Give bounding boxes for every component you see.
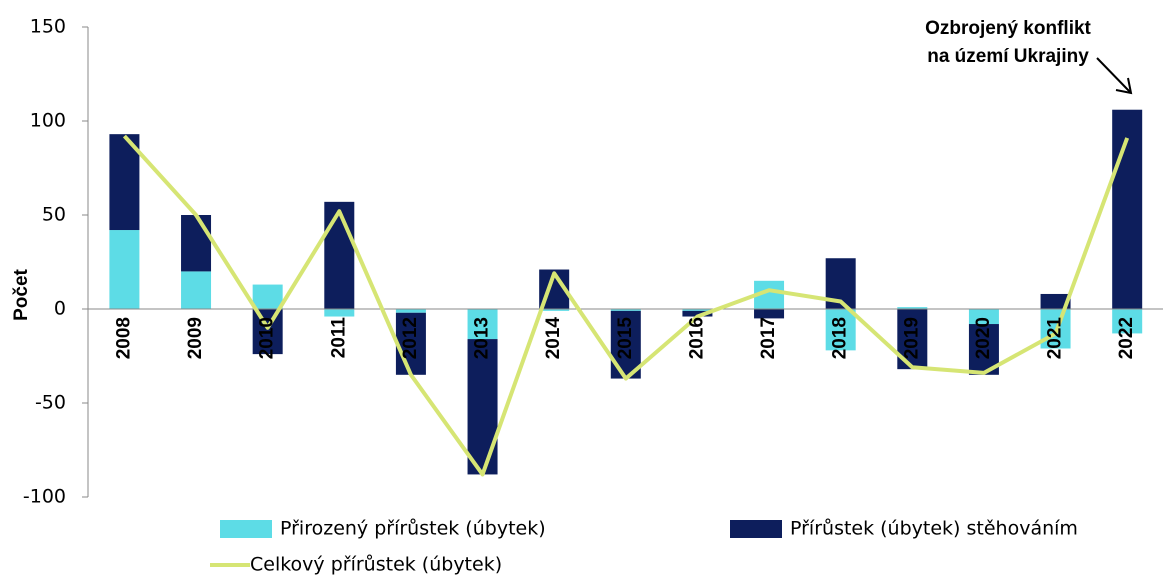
legend-label: Přírůstek (úbytek) stěhováním (790, 518, 1078, 540)
bar (467, 309, 498, 340)
bar (754, 309, 785, 319)
line (122, 134, 1130, 477)
bar (682, 310, 713, 317)
bar (395, 309, 426, 313)
bar (825, 309, 856, 351)
bar (395, 312, 426, 375)
x-tick-label: 2011 (328, 317, 349, 359)
bar (610, 309, 641, 311)
bar (181, 271, 212, 309)
legend-label: Celkový přírůstek (úbytek) (250, 554, 502, 576)
bar (682, 309, 713, 311)
annotation: na území Ukrajiny (927, 46, 1089, 67)
y-tick-label: -50 (35, 392, 66, 414)
annotation-arrow (1096, 57, 1133, 95)
x-tick-label: 2015 (615, 317, 636, 360)
bar (324, 201, 355, 309)
y-axis-title: Počet (11, 268, 32, 320)
legend-swatch (220, 520, 272, 538)
x-tick-label: 2012 (400, 317, 421, 359)
x-tick-label: 2022 (1116, 317, 1137, 359)
bar (1040, 293, 1071, 309)
x-tick-label: 2010 (257, 317, 278, 359)
y-tick-label: 50 (42, 204, 66, 226)
bar (252, 309, 283, 355)
x-tick-label: 2008 (113, 317, 134, 359)
x-tick-label: 2013 (472, 317, 493, 359)
legend-label: Přirozený přírůstek (úbytek) (280, 518, 546, 540)
x-tick-label: 2018 (830, 317, 851, 359)
y-tick-label: 0 (54, 298, 66, 320)
bar (181, 215, 212, 272)
bar (539, 309, 570, 311)
y-tick-label: -100 (23, 486, 66, 508)
bar (252, 284, 283, 309)
x-tick-label: 2014 (543, 317, 564, 360)
bar (1112, 309, 1143, 334)
y-tick-label: 100 (30, 110, 66, 132)
x-tick-label: 2009 (185, 317, 206, 359)
bar (109, 134, 140, 231)
bar (968, 309, 999, 325)
x-tick-label: 2019 (901, 317, 922, 359)
bar (109, 230, 140, 309)
bar (324, 309, 355, 317)
x-tick-label: 2021 (1045, 317, 1066, 360)
x-tick-label: 2017 (758, 317, 779, 359)
legend-swatch (730, 520, 782, 538)
x-tick-label: 2020 (973, 317, 994, 359)
bar (897, 307, 928, 309)
y-tick-label: 150 (30, 16, 66, 38)
x-tick-label: 2016 (686, 317, 707, 359)
annotation: Ozbrojený konflikt (925, 18, 1091, 39)
